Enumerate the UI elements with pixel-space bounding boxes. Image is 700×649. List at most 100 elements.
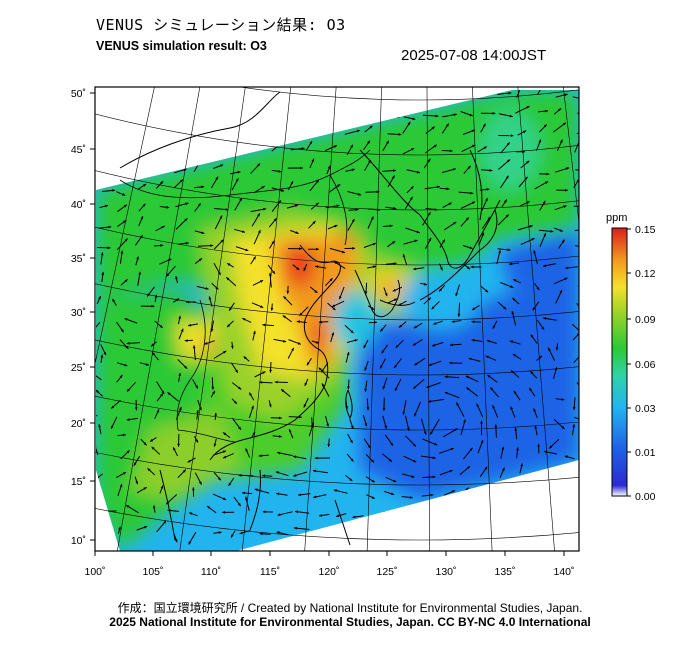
wind-arrow: [477, 146, 488, 153]
lon-tick: 120˚: [318, 551, 340, 578]
wind-arrow: [489, 387, 500, 398]
wind-arrow: [139, 362, 150, 366]
wind-arrow: [529, 370, 538, 379]
wind-arrow: [439, 263, 443, 271]
wind-arrow: [312, 469, 328, 474]
wind-arrow: [172, 298, 180, 303]
wind-arrow: [382, 377, 388, 390]
wind-arrow: [306, 357, 312, 366]
wind-arrow: [441, 168, 457, 174]
wind-arrow: [556, 188, 568, 192]
wind-arrow: [274, 380, 288, 384]
wind-arrow: [442, 113, 457, 118]
wind-arrow: [492, 320, 498, 329]
forecast-timestamp: 2025-07-08 14:00JST: [401, 47, 547, 64]
wind-arrow: [308, 422, 315, 437]
svg-text:0.09: 0.09: [635, 314, 656, 326]
wind-arrow: [413, 401, 422, 417]
meridian-line: [426, 87, 430, 551]
wind-arrow: [259, 532, 271, 536]
wind-arrow: [222, 453, 234, 459]
wind-arrow: [480, 197, 488, 212]
wind-arrow: [230, 530, 236, 538]
wind-arrow: [518, 176, 528, 188]
wind-arrow: [554, 167, 570, 173]
wind-arrow: [462, 263, 471, 270]
wind-arrow: [365, 454, 375, 463]
wind-arrow: [364, 360, 369, 371]
wind-arrow: [134, 234, 144, 246]
wind-arrow: [574, 228, 579, 232]
credit-line: 作成：国立環境研究所 / Created by National Institu…: [117, 601, 583, 615]
wind-arrow: [270, 303, 274, 311]
wind-arrow: [383, 490, 395, 496]
wind-arrow: [226, 262, 234, 268]
wind-arrow: [455, 402, 465, 417]
wind-arrow: [535, 139, 542, 151]
wind-arrow: [362, 414, 368, 427]
svg-text:20˚: 20˚: [71, 418, 86, 430]
wind-arrow: [383, 287, 388, 297]
wind-arrow: [364, 159, 372, 172]
wind-arrow: [253, 229, 261, 245]
wind-arrow: [394, 378, 402, 392]
wind-arrow: [325, 145, 338, 151]
wind-arrow: [175, 406, 182, 420]
wind-arrow: [134, 399, 138, 411]
wind-arrow: [292, 264, 300, 271]
wind-arrow: [241, 491, 253, 495]
wind-arrow: [325, 277, 333, 287]
svg-text:0.06: 0.06: [635, 359, 656, 371]
wind-arrow: [229, 170, 241, 175]
meridian-line: [116, 87, 201, 551]
wind-arrow: [554, 205, 567, 211]
wind-arrow: [517, 130, 527, 136]
wind-arrow: [485, 355, 497, 361]
wind-arrow: [188, 531, 197, 545]
wind-arrow: [192, 487, 195, 497]
colorbar: 0.15 0.12 0.09 0.06 0.03 0.01 0.00: [611, 224, 656, 503]
wind-arrow: [155, 180, 164, 189]
wind-arrow: [330, 332, 334, 343]
wind-arrow: [117, 204, 128, 213]
wind-arrow: [304, 378, 309, 387]
wind-arrow: [423, 297, 432, 305]
wind-arrow: [510, 406, 516, 418]
wind-arrow: [213, 531, 222, 534]
svg-text:50˚: 50˚: [71, 88, 86, 100]
wind-arrow: [543, 450, 558, 455]
wind-arrow: [270, 416, 282, 420]
wind-arrow: [439, 469, 453, 476]
wind-arrow: [462, 129, 475, 135]
wind-arrow: [233, 228, 246, 233]
wind-arrow: [150, 341, 157, 347]
svg-text:10˚: 10˚: [71, 535, 86, 547]
wind-arrow: [465, 375, 479, 383]
wind-arrow: [412, 378, 425, 390]
wind-arrow: [228, 302, 235, 311]
lat-tick: 30˚: [71, 307, 95, 319]
wind-arrow: [326, 165, 331, 175]
wind-arrow: [196, 285, 209, 290]
wind-arrow: [424, 237, 432, 250]
wind-arrow: [402, 253, 408, 266]
wind-arrow: [398, 321, 407, 328]
wind-arrow: [159, 485, 164, 494]
wind-arrow: [565, 266, 578, 270]
wind-arrow: [276, 492, 288, 496]
wind-arrow: [292, 455, 307, 460]
wind-arrow: [470, 265, 482, 269]
wind-arrow: [542, 263, 557, 268]
wind-arrow: [273, 338, 287, 343]
lat-tick: 40˚: [71, 199, 95, 211]
meridian-line: [366, 87, 382, 551]
wind-arrow: [498, 113, 513, 118]
lat-tick: 50˚: [71, 88, 95, 100]
svg-text:125˚: 125˚: [376, 566, 397, 578]
wind-arrow: [115, 471, 127, 478]
wind-arrow: [428, 360, 442, 366]
wind-arrow: [439, 447, 454, 454]
svg-text:30˚: 30˚: [71, 307, 86, 319]
lon-tick: 110˚: [201, 551, 221, 578]
wind-arrow: [528, 387, 536, 397]
